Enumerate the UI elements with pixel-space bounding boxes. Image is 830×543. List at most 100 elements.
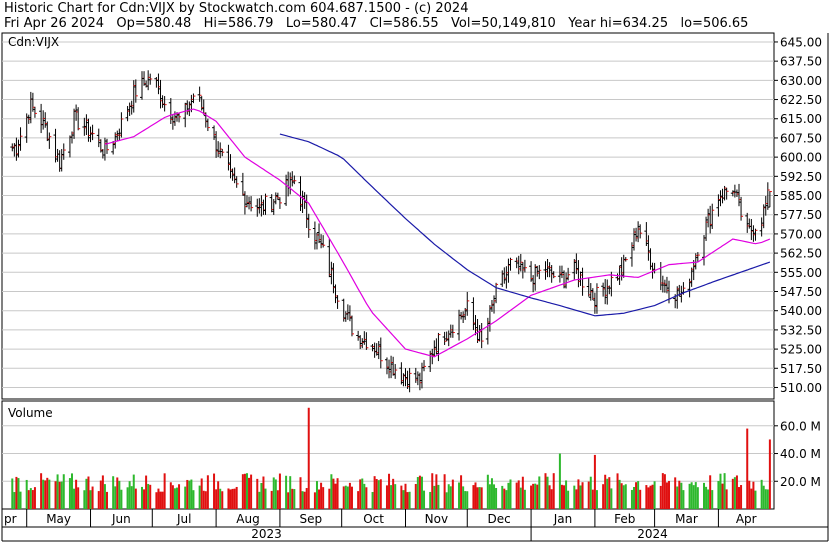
price-bar bbox=[218, 142, 223, 159]
price-bar bbox=[249, 196, 254, 212]
volume-bar bbox=[299, 477, 302, 509]
month-label: Nov bbox=[425, 512, 448, 526]
volume-bar bbox=[186, 479, 189, 509]
volume-bar bbox=[75, 479, 78, 509]
volume-bar bbox=[414, 483, 417, 509]
volume-bar bbox=[159, 491, 162, 509]
volume-bar bbox=[285, 475, 288, 509]
volume-bar bbox=[116, 477, 119, 509]
volume-bar bbox=[733, 477, 736, 509]
price-bar bbox=[10, 143, 15, 152]
price-bar bbox=[615, 273, 620, 281]
price-bar bbox=[594, 283, 599, 314]
volume-bar bbox=[219, 488, 222, 509]
volume-bar bbox=[198, 485, 201, 509]
price-bar bbox=[26, 114, 31, 124]
volume-bar bbox=[692, 485, 695, 509]
volume-bar bbox=[143, 489, 146, 509]
price-bar bbox=[269, 194, 274, 213]
volume-bar bbox=[610, 488, 613, 509]
volume-bar bbox=[99, 480, 102, 509]
volume-bar bbox=[418, 475, 421, 509]
price-bar bbox=[319, 234, 324, 249]
price-bar bbox=[638, 224, 643, 239]
volume-bar bbox=[649, 485, 652, 509]
price-bar bbox=[162, 96, 167, 112]
volume-bar bbox=[746, 428, 749, 509]
volume-bar bbox=[202, 490, 205, 509]
volume-bar bbox=[357, 491, 360, 509]
price-bar bbox=[306, 213, 311, 238]
price-bar bbox=[32, 106, 37, 118]
volume-bar bbox=[661, 473, 664, 509]
volume-bar bbox=[680, 482, 683, 509]
price-bar bbox=[376, 340, 381, 360]
volume-bar bbox=[221, 491, 224, 509]
volume-bar bbox=[563, 485, 566, 509]
volume-bar bbox=[474, 482, 477, 509]
price-bar bbox=[43, 112, 48, 128]
price-bar bbox=[557, 265, 562, 283]
volume-bar bbox=[56, 474, 59, 509]
price-bar bbox=[689, 267, 694, 287]
price-bar bbox=[662, 279, 667, 293]
volume-bar bbox=[332, 478, 335, 509]
volume-bar bbox=[604, 474, 607, 509]
price-bar bbox=[160, 95, 165, 108]
price-tick-label: 645.00 bbox=[780, 35, 822, 49]
volume-bar bbox=[768, 439, 771, 509]
volume-bar bbox=[495, 487, 498, 509]
price-bar bbox=[646, 235, 651, 261]
month-label: Aug bbox=[236, 512, 259, 526]
price-bar bbox=[59, 149, 64, 172]
price-bar bbox=[304, 194, 309, 228]
price-bar bbox=[393, 364, 398, 379]
volume-bar bbox=[532, 483, 535, 509]
volume-bar bbox=[519, 487, 522, 509]
volume-bar bbox=[85, 478, 88, 509]
volume-bar bbox=[546, 476, 549, 509]
price-tick-label: 637.50 bbox=[780, 55, 822, 69]
volume-bar bbox=[27, 490, 30, 509]
price-bar bbox=[273, 192, 278, 205]
volume-bar bbox=[217, 481, 220, 509]
price-tick-label: 600.00 bbox=[780, 151, 822, 165]
volume-bar bbox=[647, 487, 650, 509]
volume-bar bbox=[651, 484, 654, 509]
price-bar bbox=[343, 311, 348, 322]
price-bar bbox=[321, 235, 326, 248]
volume-bar bbox=[505, 490, 508, 509]
price-bar bbox=[457, 309, 462, 341]
volume-bar bbox=[305, 488, 308, 509]
volume-bar bbox=[190, 479, 193, 509]
volume-bar bbox=[188, 480, 191, 509]
volume-bar bbox=[694, 482, 697, 509]
volume-bar bbox=[328, 488, 331, 509]
volume-bar bbox=[550, 489, 553, 509]
symbol-label: Cdn:VIJX bbox=[8, 35, 59, 49]
price-bar bbox=[500, 270, 505, 287]
price-bar bbox=[76, 107, 81, 131]
price-bar bbox=[621, 254, 626, 278]
price-bar bbox=[84, 114, 89, 136]
volume-bar bbox=[276, 490, 279, 509]
price-tick-label: 592.50 bbox=[780, 170, 822, 184]
volume-bar bbox=[709, 475, 712, 509]
price-bar bbox=[722, 185, 727, 201]
price-bar bbox=[434, 338, 439, 355]
volume-bar bbox=[161, 491, 164, 509]
price-tick-label: 630.00 bbox=[780, 74, 822, 88]
price-tick-label: 547.50 bbox=[780, 285, 822, 299]
volume-bar bbox=[19, 491, 22, 509]
short-moving-average bbox=[104, 108, 771, 358]
volume-bar bbox=[301, 491, 304, 509]
price-tick-label: 570.00 bbox=[780, 227, 822, 241]
volume-bar bbox=[676, 486, 679, 509]
price-bar bbox=[335, 295, 340, 309]
price-bar bbox=[485, 317, 490, 345]
price-bar bbox=[749, 218, 754, 241]
price-bar bbox=[551, 271, 556, 279]
volume-bar bbox=[140, 486, 143, 509]
